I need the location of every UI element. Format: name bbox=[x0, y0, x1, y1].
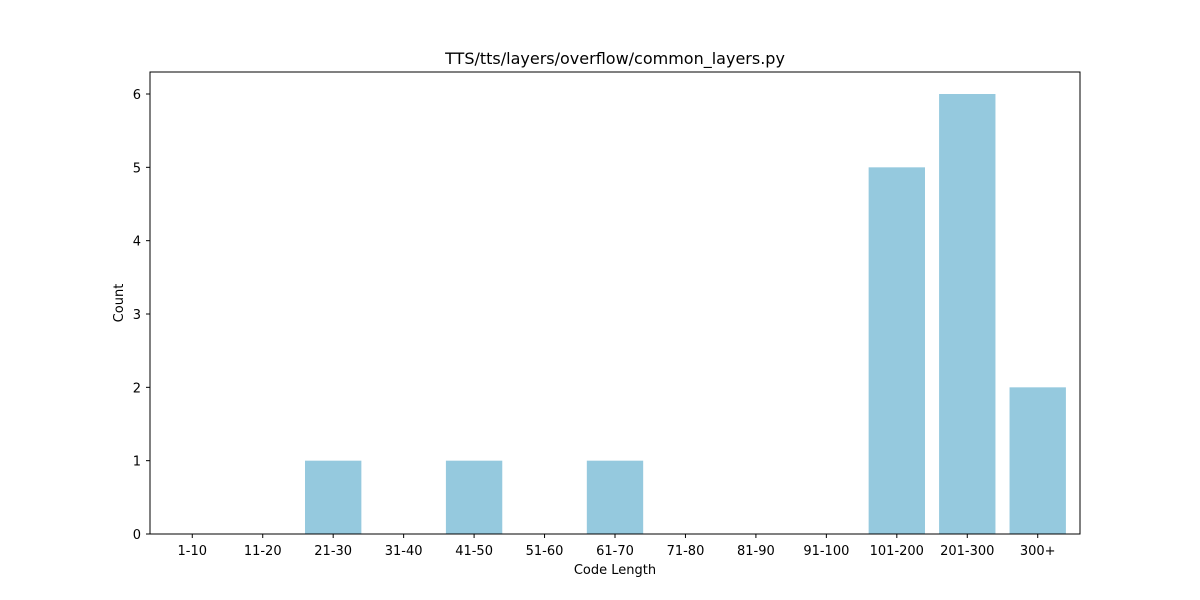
y-tick-label: 6 bbox=[133, 88, 141, 103]
bar-300+ bbox=[1009, 387, 1066, 534]
y-tick-label: 1 bbox=[133, 455, 141, 470]
x-tick-label: 11-20 bbox=[244, 544, 282, 559]
x-tick-label: 31-40 bbox=[385, 544, 423, 559]
x-tick-label: 51-60 bbox=[526, 544, 564, 559]
x-axis-ticks: 1-10 11-20 21-30 31-40 41-50 51-60 61-70 71-80 8… bbox=[178, 534, 1056, 559]
y-tick-label: 0 bbox=[133, 528, 141, 543]
x-tick-label: 41-50 bbox=[455, 544, 493, 559]
y-tick-label: 4 bbox=[133, 235, 141, 250]
y-tick-label: 5 bbox=[133, 161, 141, 176]
x-tick-label: 201-300 bbox=[940, 544, 994, 559]
x-tick-label: 1-10 bbox=[178, 544, 208, 559]
x-tick-label: 81-90 bbox=[737, 544, 775, 559]
x-tick-label: 71-80 bbox=[667, 544, 705, 559]
x-tick-label: 61-70 bbox=[596, 544, 634, 559]
y-axis-label: Count bbox=[112, 284, 127, 323]
x-axis-label: Code Length bbox=[574, 563, 656, 578]
bar-41-50 bbox=[445, 460, 503, 534]
x-tick-label: 21-30 bbox=[314, 544, 352, 559]
y-axis-ticks: 0 1 2 3 4 5 6 bbox=[133, 88, 150, 543]
y-tick-label: 3 bbox=[133, 308, 141, 323]
bar-101-200 bbox=[868, 167, 925, 535]
y-tick-label: 2 bbox=[133, 381, 141, 396]
x-tick-label: 101-200 bbox=[870, 544, 924, 559]
x-tick-label: 300+ bbox=[1020, 544, 1056, 559]
x-tick-label: 91-100 bbox=[803, 544, 849, 559]
bar-201-300 bbox=[939, 94, 996, 534]
plot-frame bbox=[149, 71, 1081, 535]
chart-title: TTS/tts/layers/overflow/common_layers.py bbox=[444, 49, 785, 69]
bar-21-30 bbox=[305, 460, 362, 534]
bar-61-70 bbox=[586, 460, 644, 534]
bars bbox=[305, 94, 1066, 535]
